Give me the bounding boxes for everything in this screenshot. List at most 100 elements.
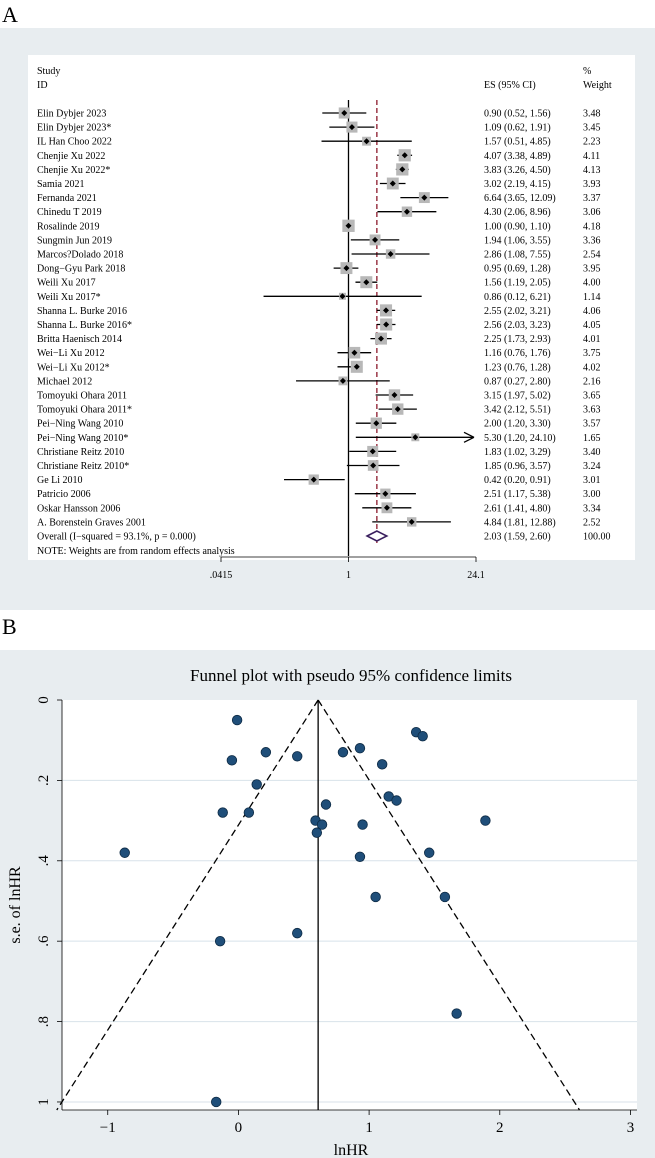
study-point-estimate [421, 194, 428, 201]
study-point-estimate [383, 321, 390, 328]
study-weight: 2.52 [583, 517, 601, 528]
study-point [391, 795, 402, 806]
study-ci: 1.09 (0.62, 1.91) [484, 123, 551, 134]
header-id: ID [37, 80, 48, 91]
study-name: Weili Xu 2017 [37, 278, 96, 289]
study-name: Dong−Gyu Park 2018 [37, 264, 125, 275]
study-ci: 0.95 (0.69, 1.28) [484, 264, 551, 275]
funnel-x-label: lnHR [334, 1142, 369, 1158]
funnel-confidence-line [56, 699, 319, 1111]
study-weight: 4.06 [583, 306, 601, 317]
study-point-estimate [403, 208, 410, 215]
funnel-title: Funnel plot with pseudo 95% confidence l… [190, 666, 512, 685]
study-point-estimate [387, 251, 394, 257]
study-ci: 2.00 (1.20, 3.30) [484, 419, 551, 430]
study-name: Chenjie Xu 2022* [37, 165, 110, 176]
study-ci: 3.83 (3.26, 4.50) [484, 165, 551, 176]
study-ci: 0.86 (0.12, 6.21) [484, 292, 551, 303]
study-point-estimate [353, 363, 360, 370]
study-ci: 4.84 (1.81, 12.88) [484, 517, 556, 528]
study-point [320, 799, 332, 810]
header-weight: Weight [583, 80, 612, 91]
study-point-estimate [401, 152, 408, 159]
study-ci: 0.87 (0.27, 2.80) [484, 376, 551, 387]
study-point-estimate [339, 377, 346, 384]
study-weight: 4.05 [583, 320, 601, 331]
study-name: IL Han Choo 2022 [37, 137, 112, 148]
study-point-estimate [399, 166, 406, 173]
header-es: ES (95% CI) [484, 80, 536, 91]
study-point-estimate [391, 392, 398, 398]
funnel-x-tick-label: −1 [100, 1120, 116, 1136]
study-ci: 0.90 (0.52, 1.56) [484, 109, 551, 120]
study-ci: 6.64 (3.65, 12.09) [484, 193, 556, 204]
study-point-estimate [382, 490, 389, 497]
study-point-estimate [351, 349, 358, 356]
overall-weight: 100.00 [583, 532, 611, 543]
study-point-estimate [389, 180, 396, 187]
study-point [376, 759, 388, 770]
study-point [354, 743, 366, 754]
study-ci: 3.02 (2.19, 4.15) [484, 179, 551, 190]
study-weight: 3.06 [583, 207, 601, 218]
study-ci: 3.42 (2.12, 5.51) [484, 405, 551, 416]
study-point-estimate [345, 222, 352, 229]
study-point [211, 1096, 222, 1108]
study-name: Chenjie Xu 2022 [37, 151, 105, 162]
funnel-y-tick-label: .6 [36, 935, 52, 947]
study-weight: 3.75 [583, 348, 601, 359]
study-weight: 4.01 [583, 334, 601, 345]
funnel-y-tick-label: 1 [36, 1098, 52, 1106]
study-weight: 4.00 [583, 278, 601, 289]
study-ci: 1.16 (0.76, 1.76) [484, 348, 551, 359]
study-ci: 2.55 (2.02, 3.21) [484, 306, 551, 317]
study-weight: 3.24 [583, 461, 601, 472]
study-point [251, 779, 262, 790]
funnel-y-label: s.e. of lnHR [7, 866, 24, 944]
study-point [260, 747, 272, 758]
study-ci: 2.25 (1.73, 2.93) [484, 334, 551, 345]
study-ci: 4.07 (3.38, 4.89) [484, 151, 551, 162]
study-name: Oskar Hansson 2006 [37, 503, 120, 514]
study-point [243, 807, 255, 818]
funnel-y-tick-label: 0 [36, 696, 52, 704]
study-point [311, 827, 323, 838]
study-weight: 2.54 [583, 250, 601, 261]
header-study: Study [37, 66, 60, 77]
study-point [316, 819, 328, 830]
study-weight: 3.57 [583, 419, 601, 430]
study-point-estimate [363, 279, 370, 286]
study-weight: 3.36 [583, 235, 601, 246]
header-percent: % [583, 66, 591, 77]
funnel-confidence-line [317, 699, 581, 1111]
study-ci-arrow [463, 431, 475, 443]
study-name: Wei−Li Xu 2012 [37, 348, 105, 359]
study-point [337, 747, 349, 758]
study-weight: 3.45 [583, 123, 601, 134]
study-name: Sungmin Jun 2019 [37, 235, 112, 246]
study-weight: 3.95 [583, 264, 601, 275]
study-ci: 5.30 (1.20, 24.10) [484, 433, 556, 444]
study-weight: 4.13 [583, 165, 601, 176]
study-weight: 4.11 [583, 151, 600, 162]
study-name: Fernanda 2021 [37, 193, 97, 204]
study-name: Britta Haenisch 2014 [37, 334, 122, 345]
study-name: Christiane Reitz 2010 [37, 447, 124, 458]
study-ci: 2.61 (1.41, 4.80) [484, 503, 551, 514]
study-weight: 3.65 [583, 391, 601, 402]
study-weight: 3.37 [583, 193, 601, 204]
study-ci: 1.94 (1.06, 3.55) [484, 235, 551, 246]
study-name: Tomoyuki Ohara 2011* [37, 405, 132, 416]
study-name: Shanna L. Burke 2016* [37, 320, 132, 331]
study-weight: 1.65 [583, 433, 601, 444]
overall-diamond [365, 530, 389, 542]
study-point-estimate [372, 236, 379, 243]
study-ci: 2.51 (1.17, 5.38) [484, 489, 551, 500]
study-point [354, 851, 366, 862]
study-name: Tomoyuki Ohara 2011 [37, 391, 127, 402]
study-weight: 3.40 [583, 447, 601, 458]
forest-plot-area [28, 55, 635, 560]
funnel-x-tick-label: 0 [235, 1120, 243, 1136]
study-name: Elin Dybjer 2023 [37, 109, 106, 120]
